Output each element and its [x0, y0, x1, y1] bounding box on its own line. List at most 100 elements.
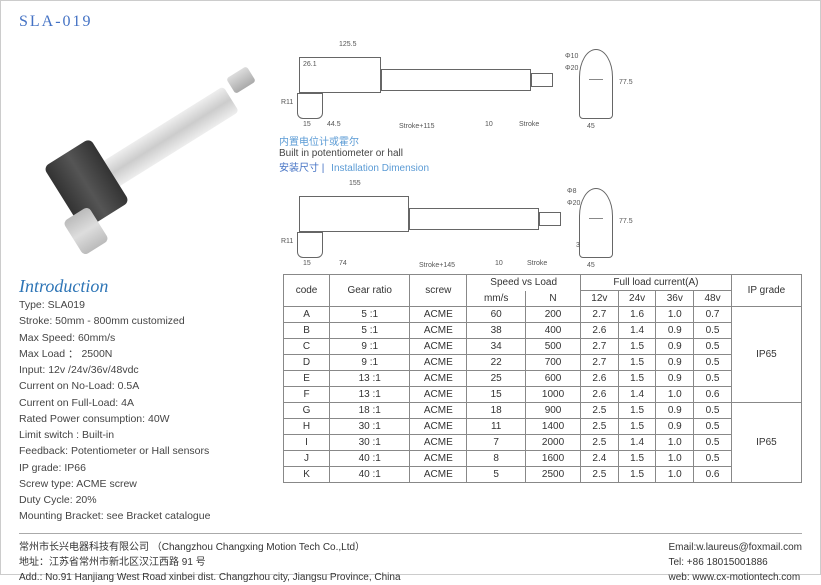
footer-email: Email:w.laureus@foxmail.com — [668, 540, 802, 555]
table-row: H30 :1ACME1114002.51.50.90.5 — [284, 419, 802, 435]
table-cell: 40 :1 — [330, 451, 410, 467]
table-cell: 2500 — [526, 467, 581, 483]
ip-cell: IP65 — [731, 403, 801, 483]
table-cell: 18 :1 — [330, 403, 410, 419]
table-row: I30 :1ACME720002.51.41.00.5 — [284, 435, 802, 451]
footer-company: 常州市长兴电器科技有限公司 （Changzhou Changxing Motio… — [19, 540, 401, 555]
table-cell: 1.5 — [618, 403, 656, 419]
table-cell: ACME — [410, 355, 467, 371]
table-cell: 0.6 — [694, 387, 732, 403]
th-12v: 12v — [581, 291, 619, 307]
table-cell: ACME — [410, 435, 467, 451]
table-cell: H — [284, 419, 330, 435]
spec-line: Current on No-Load: 0.5A — [19, 378, 269, 394]
table-cell: 600 — [526, 371, 581, 387]
th-24v: 24v — [618, 291, 656, 307]
table-cell: 22 — [467, 355, 526, 371]
table-cell: 1.5 — [618, 467, 656, 483]
spec-line: Feedback: Potentiometer or Hall sensors — [19, 443, 269, 459]
table-row: J40 :1ACME816002.41.51.00.5 — [284, 451, 802, 467]
table-cell: 0.5 — [694, 435, 732, 451]
technical-drawing-top: 125.5 26.1 R11 15 44.5 Stroke+115 10 Str… — [279, 39, 639, 131]
table-row: C9 :1ACME345002.71.50.90.5 — [284, 339, 802, 355]
th-ip: IP grade — [731, 275, 801, 307]
spec-line: Duty Cycle: 20% — [19, 492, 269, 508]
spec-line: Mounting Bracket: see Bracket catalogue — [19, 508, 269, 524]
table-cell: 5 :1 — [330, 307, 410, 323]
table-cell: A — [284, 307, 330, 323]
table-cell: 200 — [526, 307, 581, 323]
spec-line: Screw type: ACME screw — [19, 476, 269, 492]
table-cell: 2.7 — [581, 339, 619, 355]
spec-table: code Gear ratio screw Speed vs Load Full… — [283, 274, 802, 483]
th-36v: 36v — [656, 291, 694, 307]
table-row: G18 :1ACME189002.51.50.90.5IP65 — [284, 403, 802, 419]
spec-line: IP grade: IP66 — [19, 460, 269, 476]
spec-line: Max Speed: 60mm/s — [19, 330, 269, 346]
table-cell: I — [284, 435, 330, 451]
table-cell: 2.5 — [581, 467, 619, 483]
table-cell: 2.7 — [581, 355, 619, 371]
technical-drawing-bottom: 155 R11 15 74 Stroke+145 10 Stroke 3 45 … — [279, 178, 639, 270]
th-speed-load: Speed vs Load — [467, 275, 581, 291]
table-cell: 5 :1 — [330, 323, 410, 339]
table-cell: 0.9 — [656, 371, 694, 387]
footer-tel: Tel: +86 18015001886 — [668, 555, 802, 570]
table-cell: 0.5 — [694, 419, 732, 435]
table-cell: 60 — [467, 307, 526, 323]
table-cell: 400 — [526, 323, 581, 339]
diagram1-caption-cn: 内置电位计或霍尔 — [279, 133, 802, 148]
table-cell: 0.6 — [694, 467, 732, 483]
th-full-load: Full load current(A) — [581, 275, 732, 291]
spec-line: Rated Power consumption: 40W — [19, 411, 269, 427]
table-cell: 2.7 — [581, 307, 619, 323]
table-cell: E — [284, 371, 330, 387]
table-cell: 0.5 — [694, 339, 732, 355]
footer: 常州市长兴电器科技有限公司 （Changzhou Changxing Motio… — [19, 533, 802, 585]
spec-line: Limit switch : Built-in — [19, 427, 269, 443]
th-code: code — [284, 275, 330, 307]
table-cell: 0.9 — [656, 419, 694, 435]
table-cell: 0.9 — [656, 323, 694, 339]
table-cell: ACME — [410, 307, 467, 323]
table-cell: ACME — [410, 403, 467, 419]
th-48v: 48v — [694, 291, 732, 307]
th-gear: Gear ratio — [330, 275, 410, 307]
table-cell: 1400 — [526, 419, 581, 435]
table-cell: 1.0 — [656, 307, 694, 323]
table-cell: C — [284, 339, 330, 355]
table-cell: 2.5 — [581, 403, 619, 419]
table-cell: 2.6 — [581, 387, 619, 403]
table-cell: 700 — [526, 355, 581, 371]
table-cell: 0.5 — [694, 371, 732, 387]
table-cell: 18 — [467, 403, 526, 419]
th-load-unit: N — [526, 291, 581, 307]
table-row: K40 :1ACME525002.51.51.00.6 — [284, 467, 802, 483]
product-image — [19, 39, 249, 239]
table-cell: ACME — [410, 419, 467, 435]
spec-line: Current on Full-Load: 4A — [19, 395, 269, 411]
spec-line: Max Load ： 2500N — [19, 346, 269, 362]
table-cell: ACME — [410, 451, 467, 467]
table-cell: 1.0 — [656, 467, 694, 483]
footer-address-en: Add.: No.91 Hanjiang West Road xinbei di… — [19, 570, 401, 585]
table-cell: ACME — [410, 371, 467, 387]
table-cell: 0.9 — [656, 403, 694, 419]
install-caption-cn: 安装尺寸 | — [279, 163, 324, 174]
table-cell: ACME — [410, 339, 467, 355]
table-row: E13 :1ACME256002.61.50.90.5 — [284, 371, 802, 387]
table-cell: 1.5 — [618, 419, 656, 435]
footer-address-cn: 地址：江苏省常州市新北区汉江西路 91 号 — [19, 555, 401, 570]
table-row: B5 :1ACME384002.61.40.90.5 — [284, 323, 802, 339]
table-cell: 1.4 — [618, 387, 656, 403]
table-cell: 900 — [526, 403, 581, 419]
spec-line: Type: SLA019 — [19, 297, 269, 313]
install-caption-en: Installation Dimension — [331, 163, 429, 174]
table-cell: 0.5 — [694, 451, 732, 467]
table-cell: 1.5 — [618, 371, 656, 387]
footer-web: web: www.cx-motiontech.com — [668, 570, 802, 585]
table-cell: 11 — [467, 419, 526, 435]
table-row: D9 :1ACME227002.71.50.90.5 — [284, 355, 802, 371]
table-cell: 1.5 — [618, 451, 656, 467]
table-cell: K — [284, 467, 330, 483]
